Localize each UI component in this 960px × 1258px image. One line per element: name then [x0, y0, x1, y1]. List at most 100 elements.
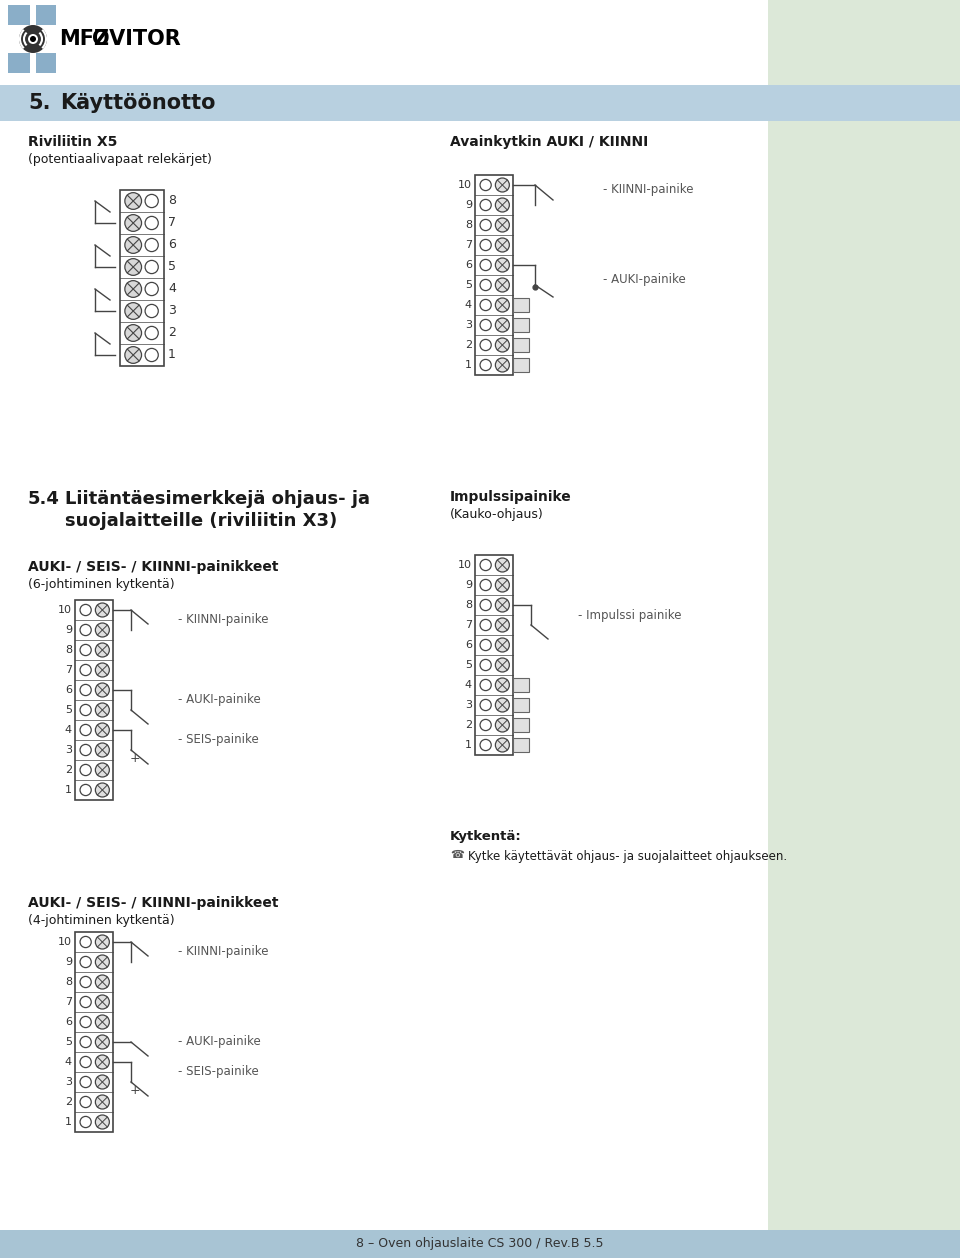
- Circle shape: [480, 659, 492, 671]
- Bar: [513, 298, 529, 312]
- Circle shape: [495, 738, 510, 752]
- Circle shape: [80, 956, 91, 967]
- Circle shape: [80, 604, 91, 615]
- Circle shape: [480, 360, 492, 371]
- Text: 4: 4: [465, 681, 472, 689]
- Circle shape: [125, 237, 141, 253]
- Circle shape: [495, 318, 510, 332]
- Circle shape: [80, 1077, 91, 1088]
- Text: 4: 4: [65, 1057, 72, 1067]
- Circle shape: [495, 177, 510, 192]
- Circle shape: [495, 638, 510, 652]
- Bar: [8, 5, 56, 73]
- Circle shape: [95, 1115, 109, 1128]
- Circle shape: [30, 36, 36, 42]
- Text: Kytkentä:: Kytkentä:: [450, 830, 521, 843]
- Text: 5.4: 5.4: [28, 491, 60, 508]
- Bar: [513, 678, 529, 692]
- Circle shape: [495, 278, 510, 292]
- Circle shape: [495, 298, 510, 312]
- Circle shape: [125, 259, 141, 276]
- Text: 2: 2: [168, 327, 176, 340]
- Circle shape: [480, 619, 492, 630]
- Text: (potentiaalivapaat relekärjet): (potentiaalivapaat relekärjet): [28, 153, 212, 166]
- Text: Impulssipainike: Impulssipainike: [450, 491, 572, 504]
- Circle shape: [80, 1016, 91, 1028]
- Text: 7: 7: [168, 216, 176, 229]
- Text: 1: 1: [65, 1117, 72, 1127]
- Text: (Kauko-ohjaus): (Kauko-ohjaus): [450, 508, 543, 521]
- Text: 1: 1: [465, 740, 472, 750]
- Circle shape: [80, 644, 91, 655]
- Circle shape: [480, 299, 492, 311]
- Bar: [75, 600, 113, 800]
- Bar: [513, 318, 529, 332]
- Circle shape: [145, 282, 158, 296]
- Text: 6: 6: [65, 686, 72, 694]
- Circle shape: [495, 678, 510, 692]
- Circle shape: [28, 34, 38, 44]
- Circle shape: [495, 218, 510, 231]
- Text: 8: 8: [168, 195, 176, 208]
- Text: 1: 1: [168, 348, 176, 361]
- Text: 8: 8: [65, 977, 72, 988]
- Circle shape: [80, 725, 91, 736]
- Circle shape: [480, 720, 492, 731]
- Circle shape: [95, 723, 109, 737]
- Circle shape: [145, 348, 158, 361]
- Text: +: +: [130, 1083, 140, 1097]
- Circle shape: [95, 955, 109, 969]
- Text: 7: 7: [465, 240, 472, 250]
- Circle shape: [95, 623, 109, 637]
- Text: 5: 5: [465, 281, 472, 291]
- Text: 10: 10: [58, 605, 72, 615]
- Bar: [30, 5, 36, 73]
- Text: 2: 2: [65, 1097, 72, 1107]
- Text: 2: 2: [65, 765, 72, 775]
- Text: AUKI- / SEIS- / KIINNI-painikkeet: AUKI- / SEIS- / KIINNI-painikkeet: [28, 896, 278, 910]
- Bar: [0, 1230, 960, 1258]
- Circle shape: [95, 1076, 109, 1089]
- Circle shape: [80, 785, 91, 795]
- Circle shape: [495, 198, 510, 213]
- Bar: [8, 5, 86, 25]
- Circle shape: [80, 704, 91, 716]
- Circle shape: [95, 1094, 109, 1110]
- Circle shape: [145, 239, 158, 252]
- Text: 9: 9: [65, 957, 72, 967]
- Circle shape: [495, 559, 510, 572]
- Circle shape: [480, 639, 492, 650]
- Circle shape: [480, 219, 492, 230]
- Circle shape: [80, 996, 91, 1008]
- Text: OVITOR: OVITOR: [92, 29, 180, 49]
- Text: 1: 1: [65, 785, 72, 795]
- Circle shape: [480, 279, 492, 291]
- Bar: [475, 555, 513, 755]
- Text: 6: 6: [465, 260, 472, 270]
- Circle shape: [19, 25, 47, 53]
- Circle shape: [480, 740, 492, 751]
- Circle shape: [480, 320, 492, 331]
- Text: - KIINNI-painike: - KIINNI-painike: [603, 184, 693, 196]
- Text: 7: 7: [465, 620, 472, 630]
- Text: Käyttöönotto: Käyttöönotto: [60, 93, 215, 113]
- Circle shape: [95, 995, 109, 1009]
- Text: MFZ: MFZ: [59, 29, 109, 49]
- Text: suojalaitteille (riviliitin X3): suojalaitteille (riviliitin X3): [65, 512, 337, 530]
- Circle shape: [480, 239, 492, 250]
- Text: 3: 3: [168, 304, 176, 317]
- Bar: [8, 53, 86, 73]
- Circle shape: [495, 238, 510, 252]
- Circle shape: [480, 580, 492, 590]
- Circle shape: [145, 260, 158, 273]
- Text: - AUKI-painike: - AUKI-painike: [178, 1035, 261, 1048]
- Text: Riviliitin X5: Riviliitin X5: [28, 135, 117, 148]
- Text: 8: 8: [465, 220, 472, 230]
- Circle shape: [95, 603, 109, 616]
- Circle shape: [145, 195, 158, 208]
- Circle shape: [95, 643, 109, 657]
- Circle shape: [95, 1055, 109, 1069]
- Text: 5.: 5.: [28, 93, 51, 113]
- Circle shape: [480, 560, 492, 571]
- Text: 10: 10: [458, 180, 472, 190]
